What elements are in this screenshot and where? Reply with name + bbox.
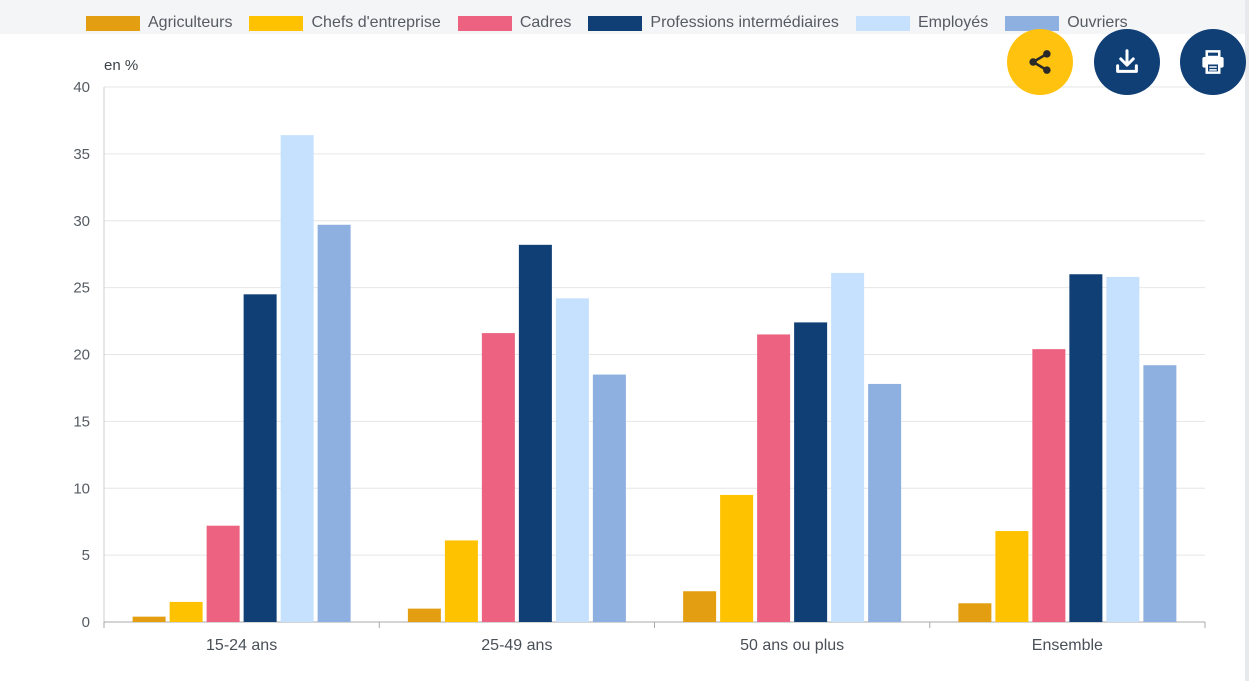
legend-swatch: [457, 15, 512, 31]
bar: [720, 494, 754, 622]
legend-item[interactable]: Cadres: [457, 14, 572, 32]
legend-label: Ouvriers: [1067, 14, 1128, 31]
bar: [169, 601, 203, 622]
bar: [683, 591, 717, 622]
print-icon: [1202, 50, 1224, 74]
legend-swatch: [249, 15, 304, 31]
y-tick-label: 15: [73, 413, 90, 430]
bar: [1143, 365, 1177, 622]
legend-item[interactable]: Employés: [855, 14, 989, 32]
share-button[interactable]: [1007, 29, 1073, 95]
bar: [868, 383, 902, 622]
y-tick-label: 10: [73, 480, 90, 497]
legend-item[interactable]: Professions intermédiaires: [588, 14, 839, 32]
bar: [1069, 274, 1103, 622]
bar: [1032, 349, 1066, 622]
x-tick-label: 25-49 ans: [481, 637, 552, 654]
legend-label: Agriculteurs: [148, 14, 233, 31]
legend-label: Cadres: [519, 14, 572, 31]
bar: [518, 244, 552, 622]
y-tick-label: 20: [73, 347, 90, 364]
download-icon: [1116, 49, 1138, 73]
y-axis-unit-label: en %: [104, 57, 138, 74]
legend-swatch: [1005, 15, 1060, 31]
y-tick-label: 25: [73, 280, 90, 297]
bar: [481, 333, 515, 622]
bar: [206, 525, 240, 622]
y-tick-label: 40: [73, 79, 90, 96]
print-button[interactable]: [1180, 29, 1246, 95]
bar: [407, 608, 441, 622]
bar: [280, 135, 314, 622]
bar: [958, 603, 992, 622]
legend-label: Professions intermédiaires: [650, 14, 839, 31]
bar: [831, 272, 865, 622]
legend-swatch: [86, 15, 140, 31]
legend-label: Chefs d'entreprise: [311, 14, 441, 31]
bar: [243, 294, 277, 622]
bar: [1106, 276, 1140, 622]
bar: [444, 540, 478, 622]
chart-legend: Agriculteurs Chefs d'entreprise Cadres Prof…: [86, 12, 1145, 34]
legend-label: Employés: [917, 14, 989, 31]
share-icon: [1029, 50, 1051, 74]
x-tick-label: Ensemble: [1032, 637, 1103, 654]
bar: [794, 322, 828, 622]
legend-swatch: [588, 15, 643, 31]
x-tick-label: 50 ans ou plus: [740, 637, 844, 654]
scrollbar-track[interactable]: [1245, 0, 1249, 681]
legend-swatch: [855, 15, 910, 31]
bar: [995, 531, 1029, 622]
legend-item[interactable]: Ouvriers: [1005, 14, 1128, 32]
bar: [132, 616, 166, 622]
bar: [317, 224, 351, 622]
bar: [757, 334, 791, 622]
bar: [555, 298, 589, 622]
legend-item[interactable]: Agriculteurs: [86, 14, 232, 32]
legend-item[interactable]: Chefs d'entreprise: [249, 14, 441, 32]
y-tick-label: 30: [73, 213, 90, 230]
x-tick-label: 15-24 ans: [206, 637, 277, 654]
bar: [592, 374, 626, 622]
y-tick-label: 35: [73, 146, 90, 163]
y-tick-label: 5: [82, 547, 90, 564]
y-tick-label: 0: [82, 614, 90, 631]
download-button[interactable]: [1094, 29, 1160, 95]
